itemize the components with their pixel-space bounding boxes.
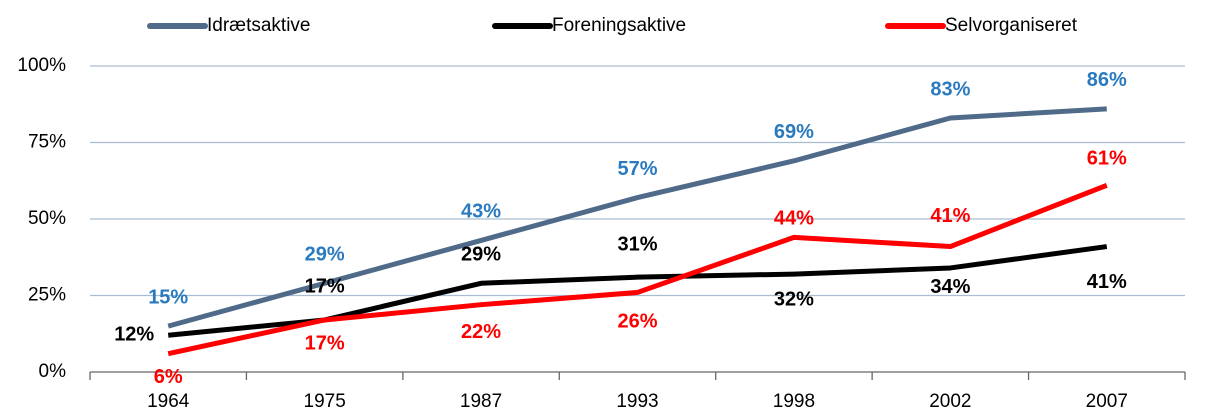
x-tick-label: 1975 xyxy=(304,391,346,410)
data-label: 29% xyxy=(461,244,501,266)
data-label: 57% xyxy=(617,158,657,180)
data-label: 22% xyxy=(461,321,501,343)
y-tick-label: 50% xyxy=(28,208,66,229)
data-label: 31% xyxy=(617,233,657,255)
x-tick-label: 1993 xyxy=(616,391,658,410)
x-tick-label: 1987 xyxy=(460,391,502,410)
y-tick-label: 75% xyxy=(28,132,66,153)
x-tick-label: 2007 xyxy=(1086,391,1128,410)
data-label: 32% xyxy=(774,288,814,310)
legend-label: Selvorganiseret xyxy=(945,15,1078,36)
data-label: 61% xyxy=(1087,148,1127,170)
y-tick-label: 100% xyxy=(17,55,66,76)
data-label: 29% xyxy=(305,244,345,266)
series-line xyxy=(167,106,1107,329)
data-label: 69% xyxy=(774,121,814,143)
x-tick-label: 2002 xyxy=(929,391,971,410)
data-label: 83% xyxy=(930,78,970,100)
data-label: 44% xyxy=(774,208,814,230)
legend-label: Idrætsaktive xyxy=(207,15,310,36)
data-label: 15% xyxy=(148,286,188,308)
y-tick-label: 25% xyxy=(28,285,66,306)
legend-label: Foreningsaktive xyxy=(552,15,686,36)
y-tick-label: 0% xyxy=(39,361,67,382)
data-label: 86% xyxy=(1087,69,1127,91)
data-label: 41% xyxy=(930,205,970,227)
data-label: 34% xyxy=(930,276,970,298)
data-label: 17% xyxy=(305,332,345,354)
data-label: 26% xyxy=(617,311,657,333)
data-label: 43% xyxy=(461,201,501,223)
data-label: 6% xyxy=(154,366,183,388)
data-label: 41% xyxy=(1087,271,1127,293)
data-label: 12% xyxy=(114,324,154,346)
x-tick-label: 1998 xyxy=(773,391,815,410)
series-line xyxy=(167,183,1108,357)
x-tick-label: 1964 xyxy=(147,391,190,410)
data-label: 17% xyxy=(305,275,345,297)
